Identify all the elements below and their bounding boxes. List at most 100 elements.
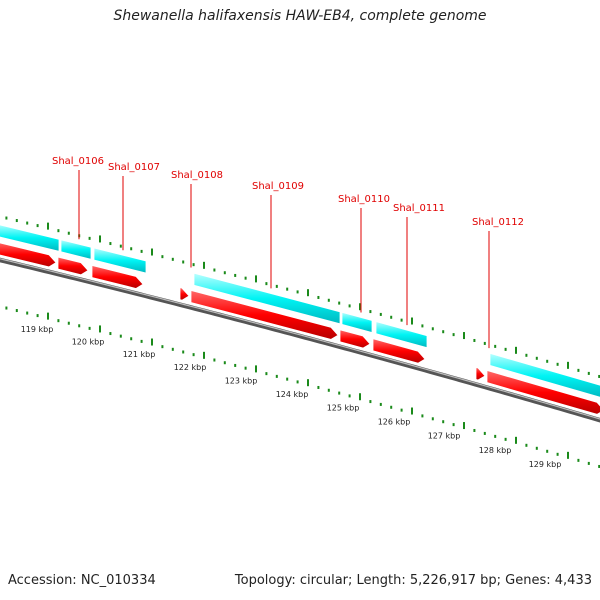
minor-tick — [67, 231, 70, 235]
minor-tick — [431, 327, 434, 331]
minor-tick — [327, 298, 330, 302]
minor-tick — [442, 330, 445, 334]
kbp-label: 128 kbp — [479, 446, 512, 455]
minor-tick — [483, 341, 486, 345]
gene-label-shal_0108: Shal_0108 — [171, 170, 223, 181]
minor-tick — [140, 339, 143, 343]
major-tick — [47, 222, 49, 230]
minor-tick — [26, 221, 29, 225]
backbone-line — [0, 257, 600, 423]
minor-tick — [5, 216, 8, 220]
minor-tick — [36, 224, 39, 228]
gene-label-shal_0110: Shal_0110 — [338, 194, 390, 205]
gene-bar — [489, 352, 600, 398]
minor-tick — [535, 446, 538, 450]
minor-tick — [431, 417, 434, 421]
minor-tick — [265, 372, 268, 376]
minor-tick — [119, 244, 122, 248]
minor-tick — [88, 236, 91, 240]
gene-label-shal_0111: Shal_0111 — [393, 203, 445, 214]
minor-tick — [109, 332, 112, 336]
minor-tick — [525, 353, 528, 357]
minor-tick — [109, 242, 112, 246]
minor-tick — [171, 347, 174, 351]
kbp-label: 123 kbp — [225, 377, 258, 386]
major-tick — [151, 248, 153, 256]
minor-tick — [452, 333, 455, 337]
cds-arrow — [372, 338, 426, 364]
minor-tick — [275, 374, 278, 378]
major-tick — [359, 303, 361, 311]
major-tick — [411, 407, 413, 415]
minor-tick — [234, 273, 237, 277]
major-tick — [307, 289, 309, 297]
minor-tick — [67, 321, 70, 325]
kbp-label: 122 kbp — [174, 363, 207, 372]
gene-label-leaders — [78, 170, 490, 349]
minor-tick — [556, 452, 559, 456]
minor-tick — [36, 314, 39, 318]
cds-arrow — [0, 242, 57, 268]
minor-tick — [223, 361, 226, 365]
minor-tick — [327, 388, 330, 392]
minor-tick — [275, 284, 278, 288]
minor-tick — [15, 219, 18, 223]
minor-tick — [161, 255, 164, 259]
cds-arrow — [486, 370, 600, 415]
gene-bar — [93, 247, 147, 274]
minor-tick — [379, 312, 382, 316]
major-tick — [463, 422, 465, 430]
gene-labels: Shal_0106 Shal_0107 Shal_0108 Shal_0109 Shal… — [52, 156, 524, 228]
cds-arrow — [91, 264, 144, 289]
minor-tick — [244, 366, 247, 370]
minor-tick — [57, 319, 60, 323]
minor-tick — [223, 271, 226, 275]
major-tick — [411, 317, 413, 325]
major-tick — [203, 261, 205, 269]
minor-tick — [379, 402, 382, 406]
topology-text: Topology: circular; Length: 5,226,917 bp… — [234, 573, 592, 588]
kbp-label: 120 kbp — [72, 338, 105, 347]
minor-tick — [317, 385, 320, 389]
minor-tick — [546, 449, 549, 453]
major-tick — [359, 393, 361, 401]
minor-tick — [348, 304, 351, 308]
feature-track — [0, 224, 600, 415]
minor-tick — [286, 377, 289, 381]
kbp-label: 125 kbp — [327, 404, 360, 413]
minor-tick — [88, 326, 91, 330]
kbp-label: 129 kbp — [529, 460, 562, 469]
kbp-label: 121 kbp — [123, 350, 156, 359]
minor-tick — [130, 337, 133, 341]
minor-tick — [598, 374, 600, 378]
gene-bar — [60, 239, 92, 260]
minor-tick — [5, 306, 8, 310]
minor-tick — [400, 408, 403, 412]
minor-tick — [26, 311, 29, 315]
minor-tick — [119, 334, 122, 338]
minor-tick — [535, 356, 538, 360]
minor-tick — [317, 295, 320, 299]
minor-tick — [525, 443, 528, 447]
outer-tick-ring — [5, 216, 600, 378]
minor-tick — [442, 420, 445, 424]
major-tick — [463, 332, 465, 340]
major-tick — [99, 325, 101, 333]
minor-tick — [171, 257, 174, 261]
major-tick — [567, 361, 569, 369]
minor-tick — [140, 249, 143, 253]
cds-arrow — [179, 287, 190, 301]
minor-tick — [546, 359, 549, 363]
minor-tick — [192, 263, 195, 267]
minor-tick — [286, 287, 289, 291]
major-tick — [151, 338, 153, 346]
minor-tick — [452, 423, 455, 427]
minor-tick — [390, 315, 393, 319]
gene-bar — [0, 224, 60, 252]
gene-bar — [375, 321, 428, 349]
gene-bar — [193, 272, 341, 325]
accession-text: Accession: NC_010334 — [8, 573, 156, 588]
cds-arrow — [190, 289, 339, 340]
major-tick — [99, 235, 101, 243]
